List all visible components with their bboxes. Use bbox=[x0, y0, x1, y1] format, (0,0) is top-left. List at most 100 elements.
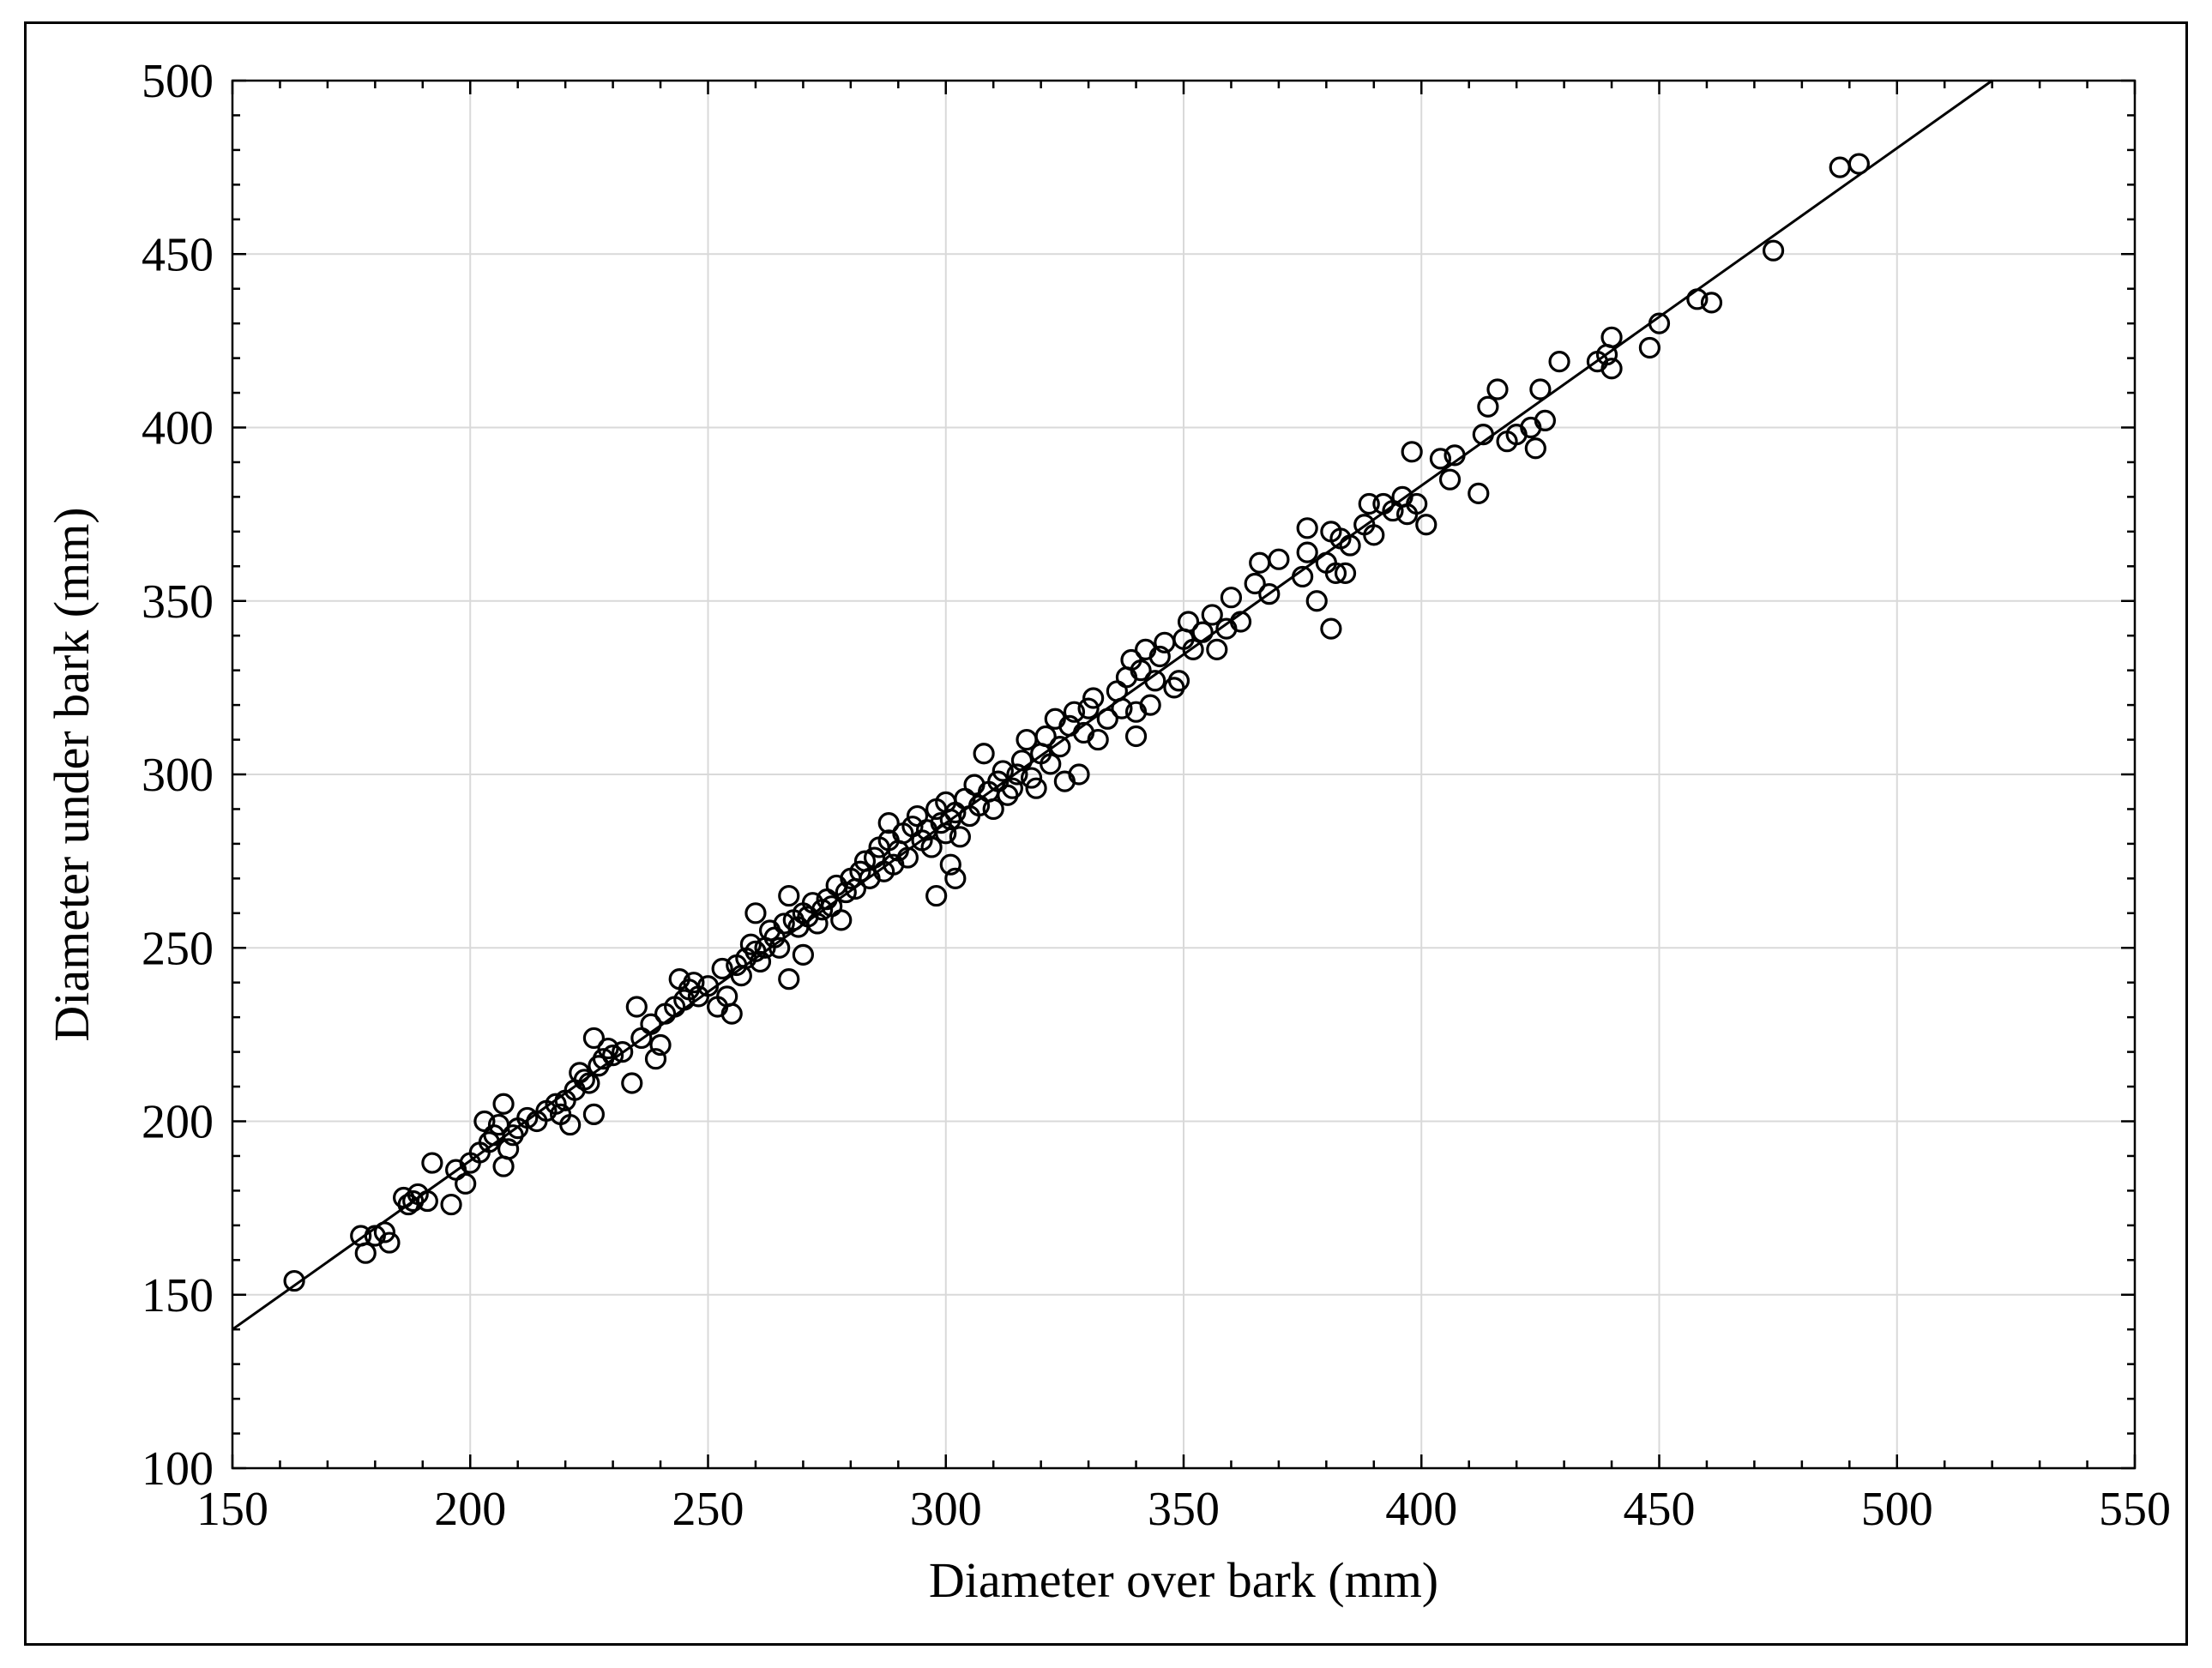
x-axis-title: Diameter over bark (mm) bbox=[929, 1552, 1438, 1608]
data-point bbox=[1148, 645, 1171, 668]
data-points bbox=[283, 153, 1870, 1292]
data-point bbox=[1648, 312, 1671, 334]
x-tick-label: 550 bbox=[2099, 1483, 2171, 1536]
data-point bbox=[354, 1242, 377, 1264]
data-point bbox=[1006, 763, 1028, 786]
data-point bbox=[1292, 565, 1314, 588]
data-point bbox=[944, 867, 967, 889]
data-point bbox=[421, 1152, 443, 1174]
data-point bbox=[492, 1093, 515, 1115]
y-tick-label: 150 bbox=[142, 1269, 214, 1322]
data-point bbox=[935, 822, 957, 845]
data-point bbox=[1305, 590, 1328, 612]
data-point bbox=[1082, 687, 1105, 709]
data-point bbox=[497, 1138, 520, 1160]
x-tick-label: 500 bbox=[1861, 1483, 1933, 1536]
data-point bbox=[1600, 358, 1623, 380]
data-point bbox=[1167, 670, 1190, 692]
data-point bbox=[1334, 562, 1357, 584]
data-point bbox=[1049, 736, 1071, 758]
data-point bbox=[778, 968, 800, 991]
data-point bbox=[1177, 611, 1200, 633]
data-point bbox=[1486, 378, 1509, 400]
data-point bbox=[1001, 777, 1023, 799]
data-point bbox=[592, 1048, 615, 1070]
data-point bbox=[1358, 492, 1380, 515]
data-point bbox=[711, 957, 733, 980]
y-tick-label: 250 bbox=[142, 922, 214, 975]
data-point bbox=[1438, 468, 1462, 491]
data-point bbox=[1130, 659, 1152, 682]
x-tick-label: 200 bbox=[434, 1483, 506, 1536]
data-point bbox=[559, 1113, 582, 1136]
y-tick-label: 400 bbox=[142, 402, 214, 455]
x-tick-label: 350 bbox=[1148, 1483, 1220, 1536]
data-point bbox=[1444, 444, 1466, 467]
data-point bbox=[768, 936, 791, 959]
data-point bbox=[720, 1003, 743, 1025]
data-point bbox=[1296, 541, 1318, 563]
data-point bbox=[1139, 694, 1161, 716]
data-point bbox=[1401, 441, 1423, 463]
data-point bbox=[582, 1027, 606, 1050]
scatter-chart: 150 200 250 300 350 400 450 500 550 100150200250… bbox=[44, 55, 2171, 1608]
data-point bbox=[578, 1072, 600, 1094]
data-point bbox=[1638, 336, 1661, 359]
data-point bbox=[773, 912, 795, 935]
data-point bbox=[1468, 482, 1490, 504]
data-point bbox=[811, 899, 834, 921]
data-point bbox=[1087, 728, 1109, 751]
y-axis-tick-labels: 100 150 200 250 300 350 400 450 500 bbox=[142, 55, 214, 1496]
data-point bbox=[416, 1189, 438, 1213]
data-point bbox=[673, 989, 696, 1011]
data-point bbox=[792, 943, 815, 966]
data-point bbox=[1296, 517, 1318, 539]
y-axis-title: Diameter under bark (mm) bbox=[44, 507, 99, 1041]
data-point bbox=[440, 1193, 462, 1216]
data-point bbox=[649, 1033, 672, 1057]
data-point bbox=[516, 1106, 539, 1129]
x-tick-label: 250 bbox=[672, 1483, 744, 1536]
data-point bbox=[1600, 326, 1623, 348]
data-point bbox=[1406, 492, 1428, 515]
data-point bbox=[492, 1155, 515, 1177]
x-tick-label: 400 bbox=[1385, 1483, 1457, 1536]
data-point bbox=[1010, 750, 1034, 772]
data-point bbox=[1529, 378, 1552, 400]
data-point bbox=[991, 760, 1014, 782]
data-point bbox=[1429, 448, 1452, 470]
data-point bbox=[1477, 395, 1499, 418]
data-point bbox=[778, 884, 800, 907]
data-point bbox=[1524, 437, 1546, 460]
data-point bbox=[949, 826, 971, 848]
data-point bbox=[1415, 514, 1437, 536]
data-point bbox=[1182, 638, 1204, 660]
data-point bbox=[1144, 670, 1166, 692]
data-point bbox=[621, 1072, 643, 1094]
data-point bbox=[939, 853, 961, 876]
y-tick-label: 100 bbox=[142, 1442, 214, 1496]
data-point bbox=[1847, 153, 1870, 175]
data-point bbox=[696, 975, 720, 997]
data-point bbox=[1244, 572, 1266, 595]
data-point bbox=[1762, 239, 1785, 262]
data-point bbox=[1111, 697, 1133, 720]
data-point bbox=[1206, 638, 1228, 660]
y-tick-label: 350 bbox=[142, 575, 214, 629]
data-point bbox=[744, 940, 767, 962]
data-point bbox=[1229, 611, 1252, 633]
data-point bbox=[455, 1172, 477, 1195]
data-point bbox=[1548, 351, 1570, 373]
data-point bbox=[925, 884, 948, 907]
data-point bbox=[1472, 423, 1494, 446]
data-point bbox=[582, 1103, 606, 1126]
data-point bbox=[1201, 604, 1223, 626]
data-point bbox=[973, 743, 995, 765]
data-point bbox=[601, 1045, 624, 1067]
data-point bbox=[1191, 621, 1214, 643]
data-point bbox=[1324, 562, 1347, 584]
data-point bbox=[896, 846, 919, 869]
y-tick-label: 500 bbox=[142, 55, 214, 108]
data-point bbox=[1020, 767, 1043, 789]
data-point bbox=[1068, 763, 1090, 786]
